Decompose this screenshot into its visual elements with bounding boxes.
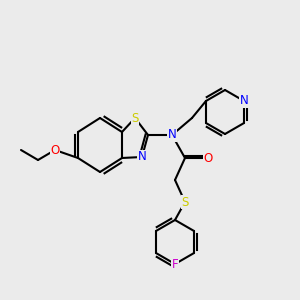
Text: N: N xyxy=(240,94,248,107)
Text: F: F xyxy=(172,259,178,272)
Text: O: O xyxy=(50,143,60,157)
Text: S: S xyxy=(131,112,139,124)
Text: N: N xyxy=(138,151,146,164)
Text: N: N xyxy=(168,128,176,142)
Text: S: S xyxy=(181,196,189,208)
Text: O: O xyxy=(203,152,213,164)
